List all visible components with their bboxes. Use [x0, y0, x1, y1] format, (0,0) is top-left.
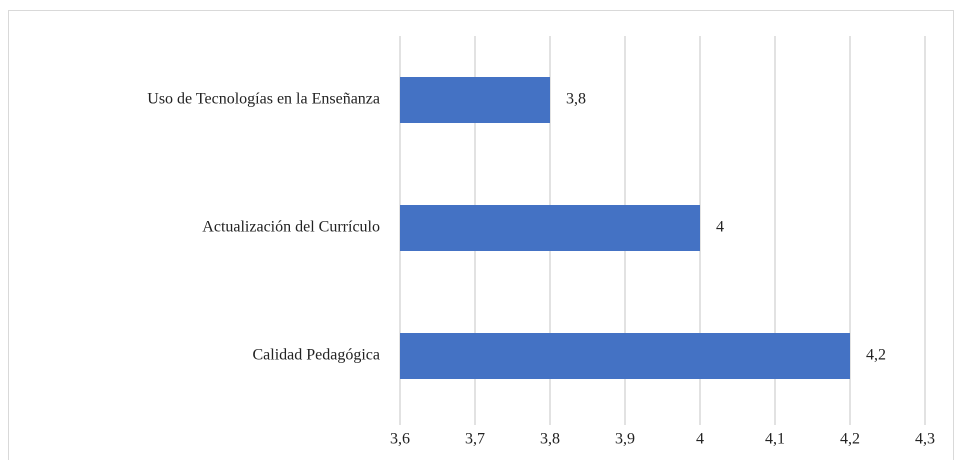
chart-frame: [8, 10, 954, 460]
x-tick-label: 3,7: [465, 431, 485, 448]
bar: [400, 333, 850, 379]
y-tick-label: Uso de Tecnologías en la Enseñanza: [147, 91, 380, 108]
x-tick-label: 4,3: [915, 431, 935, 448]
x-tick-label: 4: [696, 431, 704, 448]
x-tick-label: 3,6: [390, 431, 410, 448]
bar: [400, 205, 700, 251]
x-tick-label: 4,1: [765, 431, 785, 448]
x-tick-label: 4,2: [840, 431, 860, 448]
y-tick-label: Actualización del Currículo: [202, 219, 380, 236]
x-tick-label: 3,9: [615, 431, 635, 448]
data-label: 3,8: [566, 91, 586, 108]
bar: [400, 77, 550, 123]
y-tick-label: Calidad Pedagógica: [252, 347, 380, 364]
x-tick-label: 3,8: [540, 431, 560, 448]
data-label: 4: [716, 219, 724, 236]
data-label: 4,2: [866, 347, 886, 364]
